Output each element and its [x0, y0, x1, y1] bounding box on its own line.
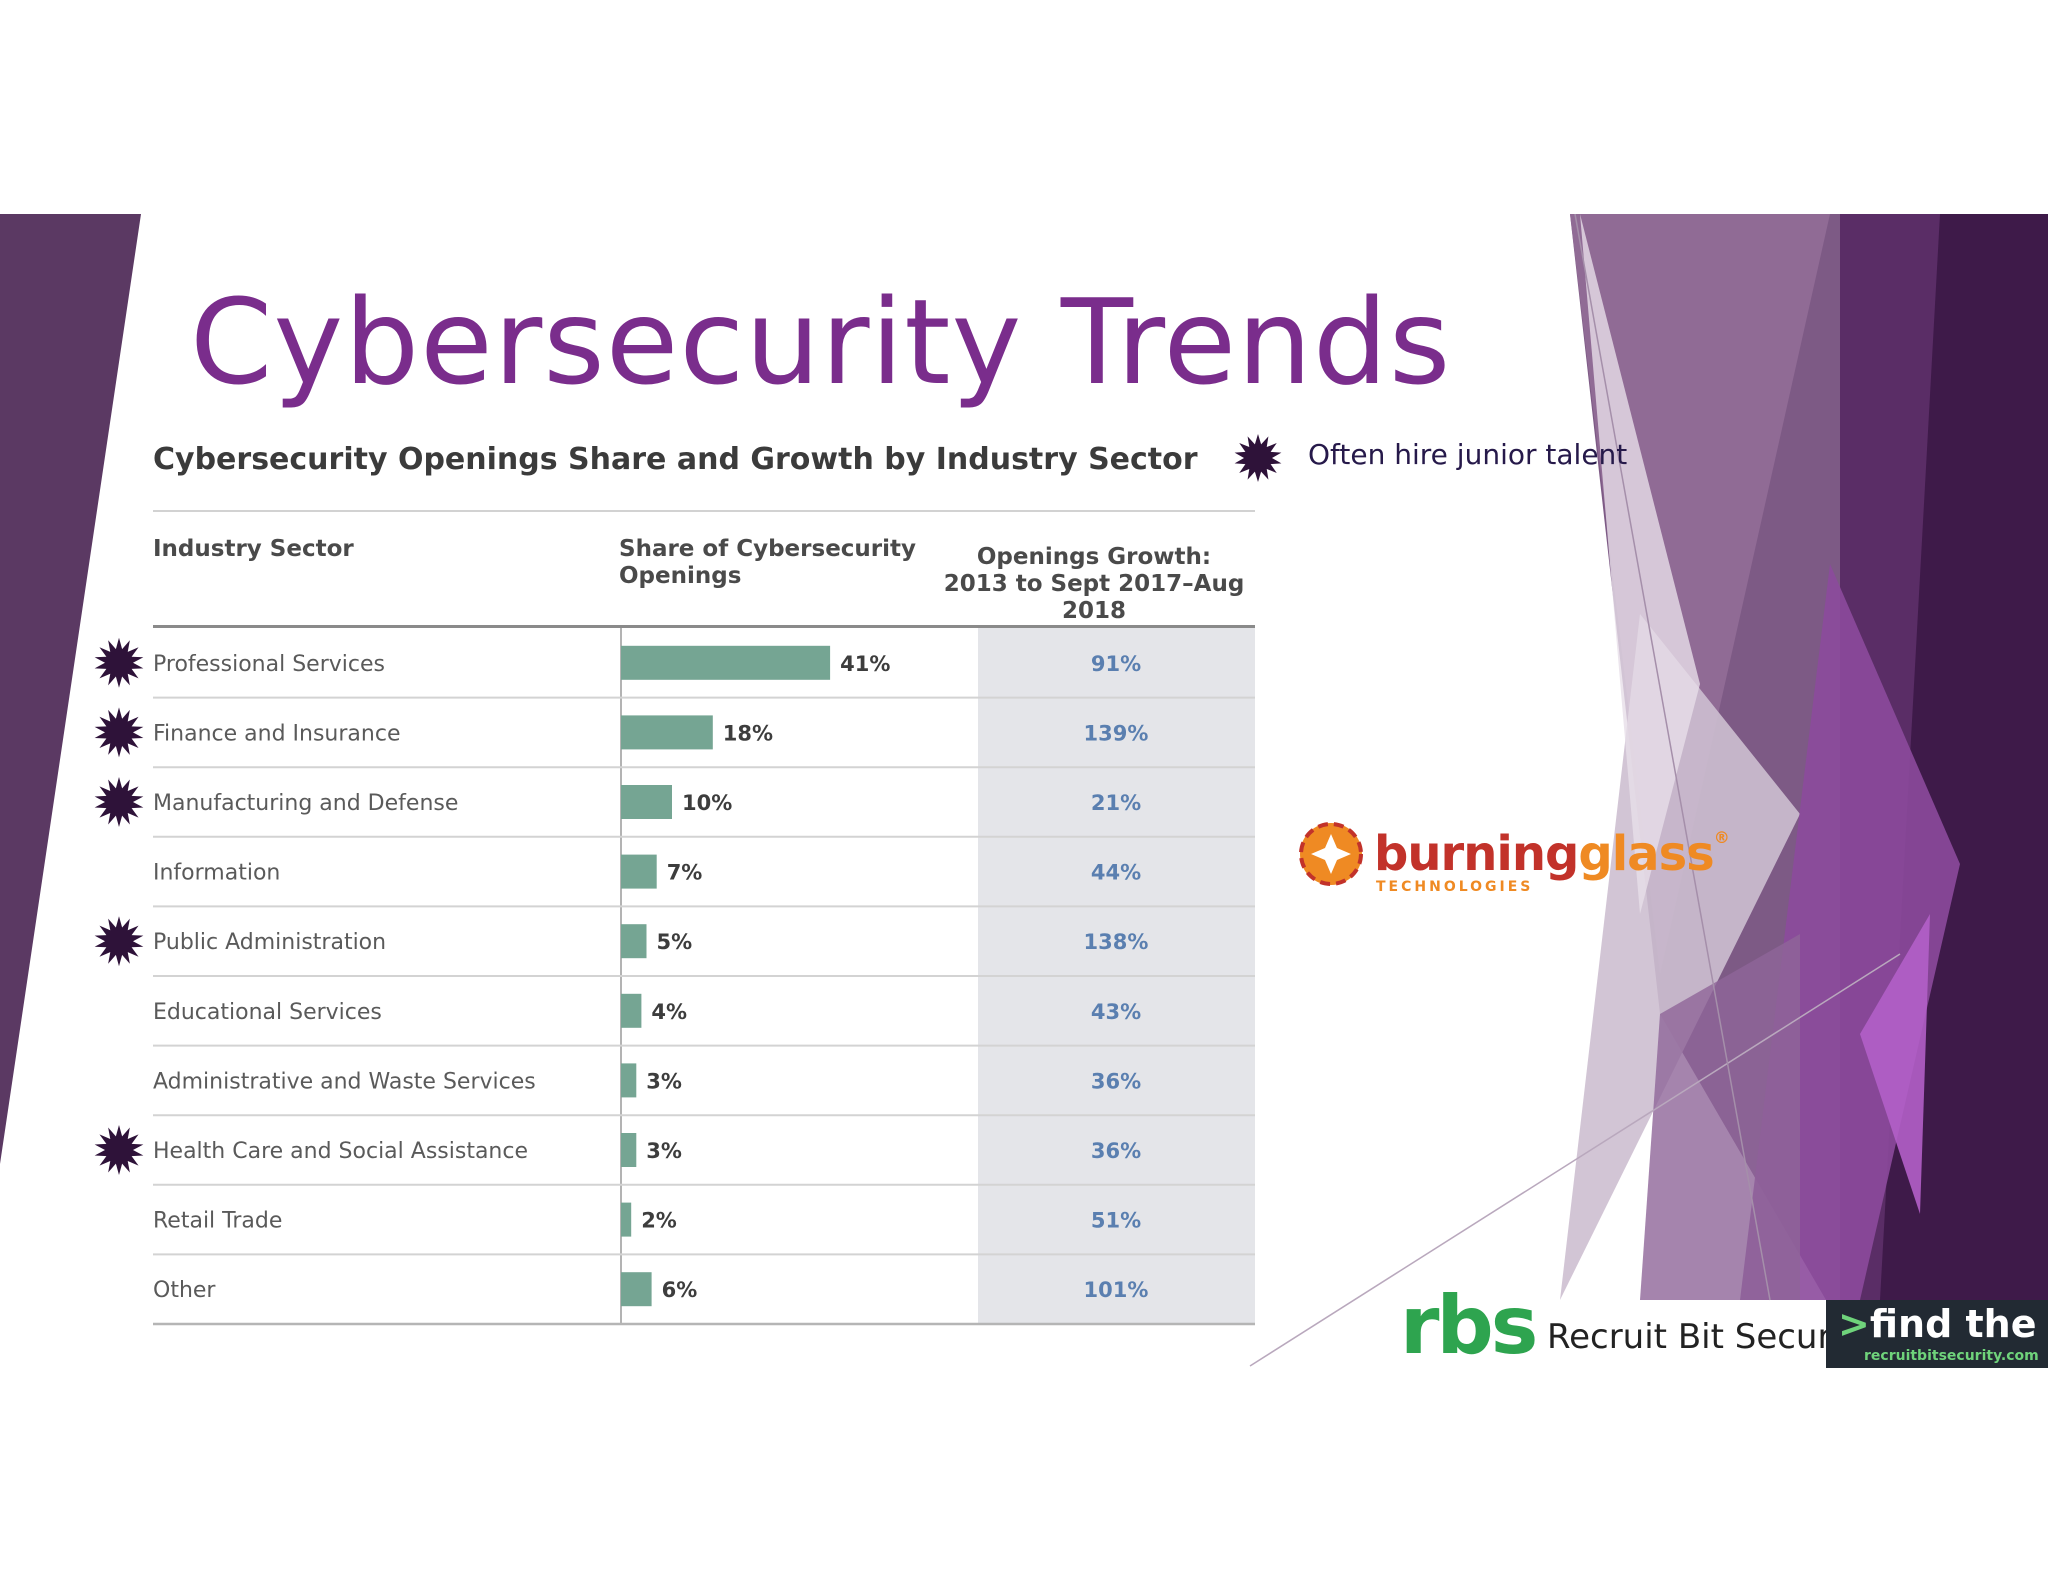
- share-value-label: 7%: [667, 861, 703, 885]
- junior-talent-note: Often hire junior talent: [1308, 438, 1628, 471]
- share-bar-chart: Professional Services 41% 91% Finance and I…: [94, 628, 1255, 1326]
- sector-label: Educational Services: [153, 1000, 382, 1025]
- share-bar: [621, 1272, 652, 1307]
- share-value-label: 10%: [682, 791, 732, 815]
- growth-value-label: 139%: [1084, 721, 1149, 745]
- sector-label: Public Administration: [153, 930, 386, 955]
- column-header-share-line-1: Share of Cybersecurity: [619, 536, 917, 562]
- rbs-company-name: Recruit Bit Security: [1547, 1317, 1875, 1357]
- share-value-label: 3%: [646, 1069, 682, 1093]
- column-header-growth-line-2: 2013 to Sept 2017–Aug 2018: [943, 571, 1245, 624]
- slide: Cybersecurity Trends Cybersecurity Openi…: [0, 214, 2048, 1368]
- sector-label: Retail Trade: [153, 1209, 282, 1234]
- growth-value-label: 51%: [1091, 1209, 1141, 1233]
- growth-value-label: 138%: [1084, 930, 1149, 954]
- share-value-label: 2%: [641, 1209, 677, 1233]
- burningglass-logo-subtitle: TECHNOLOGIES: [1376, 879, 1534, 895]
- share-value-label: 6%: [662, 1278, 698, 1302]
- sector-label: Health Care and Social Assistance: [153, 1139, 528, 1164]
- sector-label: Administrative and Waste Services: [153, 1069, 536, 1094]
- share-value-label: 5%: [657, 930, 693, 954]
- column-header-share: Share of Cybersecurity Openings: [619, 536, 916, 590]
- star-burst-icon: [94, 637, 144, 688]
- burningglass-logo-name: burningglass®: [1374, 828, 1730, 879]
- growth-value-label: 21%: [1091, 791, 1141, 815]
- growth-value-label: 44%: [1091, 861, 1141, 885]
- slide-title: Cybersecurity Trends: [190, 273, 1452, 411]
- tagline-text: find the: [1869, 1302, 2037, 1346]
- rbs-website-url: recruitbitsecurity.com: [1864, 1348, 2039, 1364]
- burningglass-registered-mark: ®: [1713, 828, 1730, 847]
- growth-value-label: 91%: [1091, 652, 1141, 676]
- burningglass-name-part-1: burning: [1374, 826, 1579, 882]
- find-the-one-tagline: >find the 1: [1838, 1302, 2048, 1346]
- growth-value-label: 36%: [1091, 1069, 1141, 1093]
- sector-label: Professional Services: [153, 652, 385, 677]
- column-header-growth: Openings Growth: 2013 to Sept 2017–Aug 2…: [934, 544, 1254, 625]
- share-bar: [621, 785, 672, 819]
- star-burst-icon: [94, 1125, 144, 1175]
- star-burst-icon: [94, 707, 144, 758]
- column-header-sector-line: Industry Sector: [153, 536, 354, 562]
- sector-label: Other: [153, 1278, 216, 1303]
- share-bar: [621, 645, 831, 680]
- share-value-label: 18%: [723, 721, 773, 745]
- share-value-label: 3%: [646, 1139, 682, 1163]
- star-burst-icon: [1234, 434, 1282, 482]
- share-bar: [621, 715, 713, 750]
- right-decorative-facets: [1249, 214, 2048, 1367]
- share-bar: [621, 1133, 637, 1167]
- chart-title: Cybersecurity Openings Share and Growth …: [153, 442, 1198, 477]
- share-bar: [621, 924, 647, 959]
- share-bar: [621, 993, 642, 1028]
- growth-value-label: 36%: [1091, 1139, 1141, 1163]
- burningglass-name-part-2: glass: [1578, 826, 1714, 882]
- growth-value-label: 43%: [1091, 1000, 1141, 1024]
- chart-top-rule: [153, 510, 1255, 512]
- share-bar: [621, 854, 657, 889]
- find-the-one-badge: >find the 1 recruitbitsecurity.com: [1826, 1300, 2048, 1368]
- column-header-growth-line-1: Openings Growth:: [976, 544, 1212, 570]
- sector-label: Finance and Insurance: [153, 721, 400, 746]
- burningglass-sun-logo-icon: [1299, 822, 1363, 886]
- star-burst-icon: [94, 916, 144, 967]
- rbs-logo-mark: rbs: [1400, 1279, 1538, 1368]
- sector-label: Information: [153, 861, 280, 886]
- sector-label: Manufacturing and Defense: [153, 791, 458, 816]
- share-value-label: 4%: [651, 1000, 687, 1024]
- left-decorative-panel: [0, 214, 141, 1164]
- growth-value-label: 101%: [1084, 1278, 1149, 1302]
- share-value-label: 41%: [840, 652, 890, 676]
- share-bar: [621, 1202, 632, 1237]
- header-bottom-rule: [153, 625, 1255, 628]
- star-burst-icon: [94, 777, 144, 827]
- tagline-prefix: >: [1838, 1302, 1870, 1346]
- column-header-share-line-2: Openings: [619, 563, 742, 589]
- column-header-sector: Industry Sector: [153, 536, 354, 563]
- share-bar: [621, 1063, 637, 1098]
